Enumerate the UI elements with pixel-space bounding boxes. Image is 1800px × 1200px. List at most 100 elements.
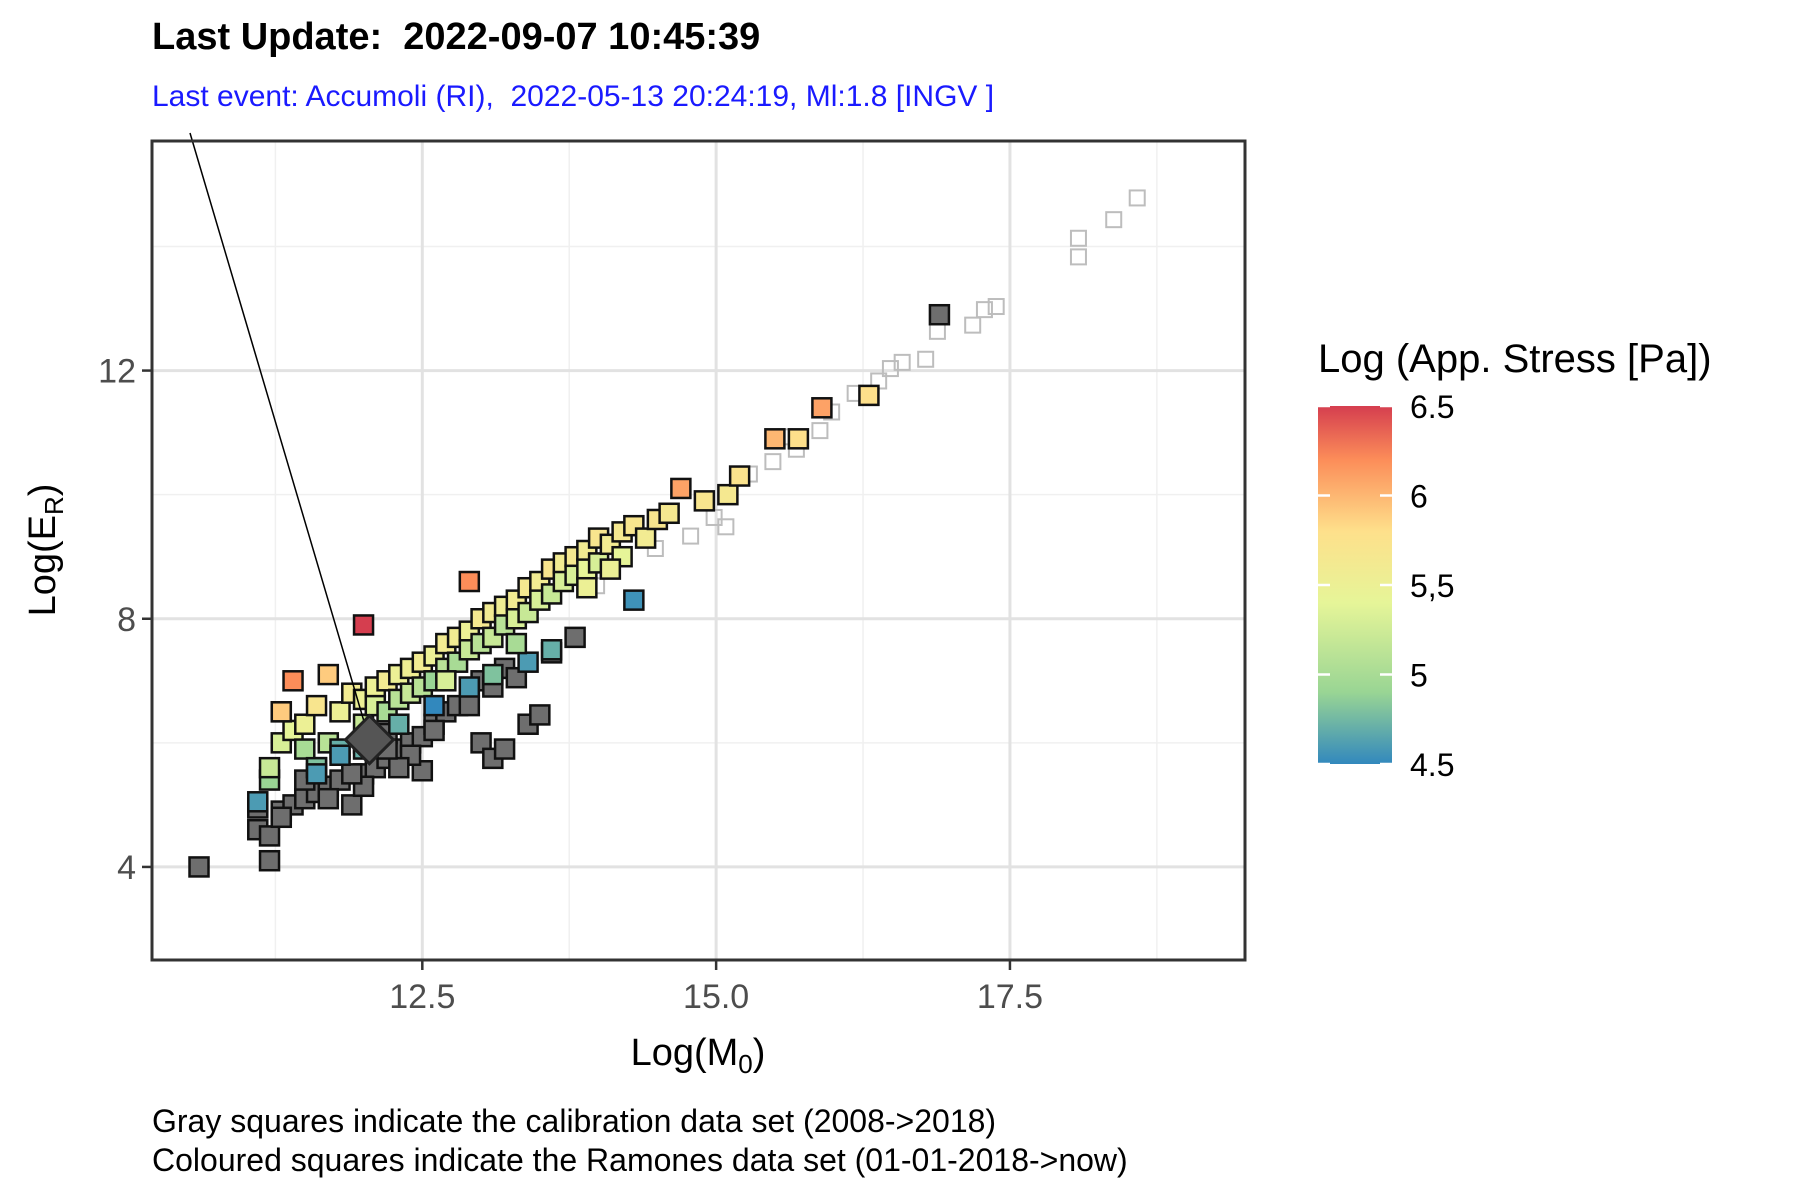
caption: Gray squares indicate the calibration da… [152,1102,1128,1180]
ramones-point [258,756,281,779]
ramones-point [458,570,481,593]
colorbar [1318,406,1392,764]
ramones-point [352,614,375,636]
ramones-point [811,397,833,419]
colorbar-tick-label: 6.5 [1410,389,1454,425]
calibration-point-faint [1069,229,1087,247]
calibration-point-faint [917,350,935,368]
x-tick-label: 17.5 [977,978,1043,1016]
ramones-point [388,713,410,735]
last-event-diamond [343,713,396,766]
calibration-point-faint [881,360,899,378]
legend-title: Log (App. Stress [Pa]) [1318,337,1712,381]
y-axis-label-end: ) [22,484,64,497]
ramones-point [576,576,598,599]
calibration-point [423,719,445,742]
ramones-point [858,384,880,407]
ramones-point [670,477,692,500]
ramones-point [623,589,645,611]
ramones-point [717,483,739,506]
calibration-point-faint [717,518,735,536]
calibration-point [341,763,363,785]
ramones-point [482,663,504,686]
axes: 12.5 15.0 17.5 4 8 12 [98,353,1043,1016]
colorbar-ticks: 4.5 5 5,5 6 6.5 [1318,389,1454,783]
ramones-point [435,670,457,692]
x-axis-label-main: Log(M [631,1032,739,1074]
data-points [188,189,1146,878]
calibration-point-faint [987,298,1005,316]
calibration-point [388,756,410,779]
calibration-point [341,794,363,816]
ramones-point [728,465,751,487]
last-event-subtitle: Last event: Accumoli (RI), 2022-05-13 20… [152,80,995,113]
plot-border [150,139,1247,962]
calibration-point [258,825,281,847]
ramones-point [305,763,328,785]
calibration-point [529,704,551,726]
calibration-point [493,738,516,760]
calibration-point-faint [811,422,829,440]
caption-line-calibration: Gray squares indicate the calibration da… [152,1103,997,1139]
calibration-point [270,806,293,829]
calibration-point [458,694,481,717]
calibration-point [928,303,951,326]
ramones-point [329,701,351,723]
ramones-point [282,670,304,692]
calibration-point [188,856,210,878]
colorbar-tick-label: 6 [1410,479,1428,515]
y-tick-label: 4 [117,849,136,887]
calibration-point [317,787,340,810]
ramones-point [540,639,563,661]
calibration-point [411,760,434,782]
ramones-point [658,502,680,525]
ramones-point [634,527,657,549]
colorbar-tick-label: 5 [1410,658,1428,694]
page-title: Last Update: 2022-09-07 10:45:39 [152,16,761,58]
calibration-point-faint [764,453,782,471]
caption-line-ramones: Coloured squares indicate the Ramones da… [152,1142,1128,1178]
x-axis-label: Log(M0) [631,1032,766,1079]
x-tick-label: 12.5 [389,978,455,1016]
y-axis-label-sub: R [39,496,69,515]
ramones-point [517,651,539,673]
calibration-point [258,849,281,872]
y-axis-label-main: Log(E [22,515,64,616]
y-tick-label: 12 [98,353,136,391]
ramones-point [247,791,269,813]
calibration-point [470,732,492,754]
calibration-point-faint [682,527,700,545]
colorbar-tick-label: 5,5 [1410,568,1454,604]
ramones-point [458,676,481,698]
ramones-point [294,713,316,735]
ramones-point [305,694,328,717]
calibration-point-faint [893,353,911,371]
calibration-point-faint [1105,211,1123,229]
calibration-point-faint [975,301,993,319]
x-axis-label-sub: 0 [738,1049,752,1079]
plot-panel [152,141,1245,960]
ramones-point [270,701,293,723]
ramones-point [317,663,340,686]
ramones-point [599,558,622,580]
ramones-point [764,428,786,450]
annotation-arrow-line [189,132,371,740]
calibration-point [564,626,586,649]
x-axis-label-end: ) [753,1032,766,1074]
ramones-point [693,490,716,512]
ramones-point [787,428,810,450]
colorbar-tick-label: 4.5 [1410,747,1454,783]
ramones-point [505,632,528,655]
ramones-point [329,744,351,766]
last-event-marker [343,713,396,766]
x-tick-label: 15.0 [683,978,749,1016]
ramones-point [423,694,445,717]
calibration-point-faint [1069,248,1087,266]
y-axis-label: Log(ER) [22,484,69,617]
calibration-point-faint [964,316,982,334]
ramones-point [294,738,316,760]
calibration-point [505,666,528,689]
calibration-point-faint [1128,189,1146,207]
y-tick-label: 8 [117,601,136,639]
